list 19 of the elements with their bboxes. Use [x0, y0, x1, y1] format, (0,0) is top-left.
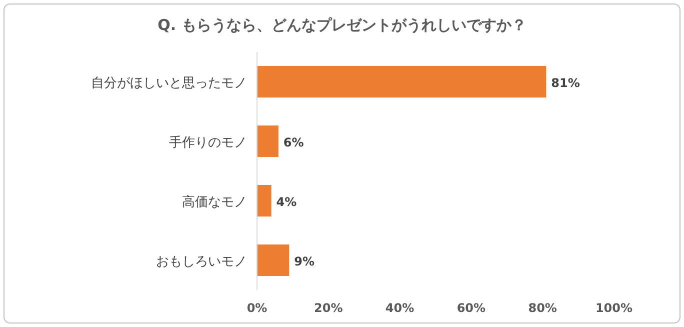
- chart-title: Q. もらうなら、どんなプレゼントがうれしいですか？: [158, 16, 526, 34]
- bar: [257, 66, 546, 98]
- x-tick-label: 80%: [528, 301, 557, 315]
- y-tick-label: 手作りのモノ: [169, 135, 247, 150]
- x-tick-label: 100%: [595, 301, 633, 315]
- data-label: 4%: [276, 194, 297, 209]
- x-tick-label: 0%: [246, 301, 268, 315]
- data-label: 6%: [283, 135, 304, 150]
- y-tick-label: 自分がほしいと思ったモノ: [91, 76, 247, 91]
- x-tick-label: 60%: [456, 301, 486, 315]
- x-tick-label: 40%: [385, 301, 414, 315]
- y-tick-label: おもしろいモノ: [156, 254, 247, 270]
- bar: [257, 125, 278, 158]
- data-label: 81%: [551, 76, 580, 90]
- bar: [257, 184, 272, 217]
- x-tick-label: 20%: [314, 301, 343, 315]
- data-label: 9%: [294, 254, 315, 268]
- y-tick-label: 高価なモノ: [182, 194, 247, 210]
- bar: [257, 244, 290, 276]
